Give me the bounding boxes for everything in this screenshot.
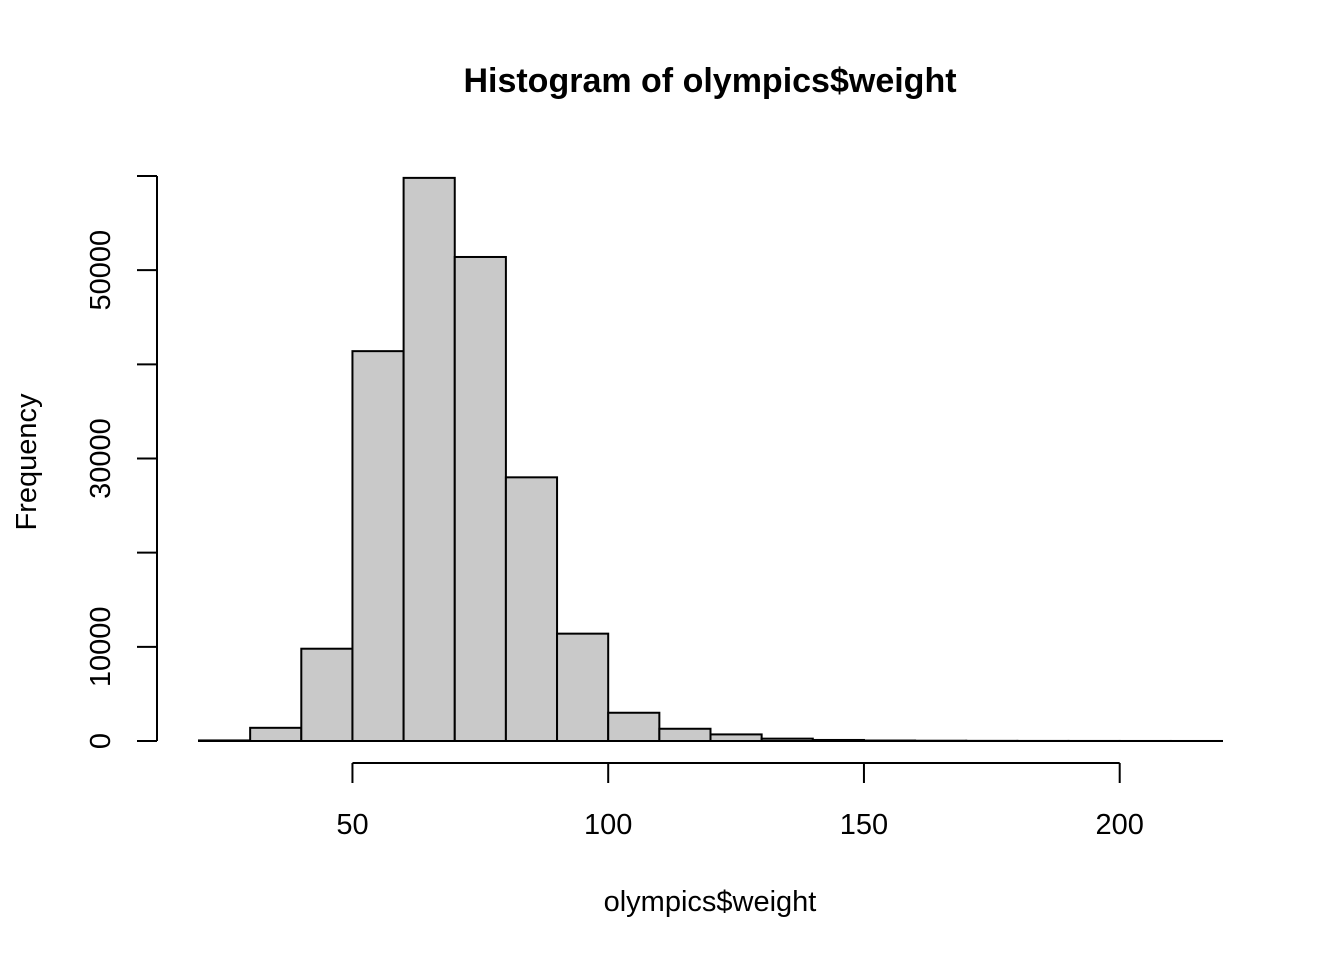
y-tick-label: 10000 xyxy=(85,607,117,688)
y-tick-label: 30000 xyxy=(85,418,117,499)
histogram-bar xyxy=(300,647,354,743)
histogram-bar xyxy=(556,632,610,743)
histogram-bar xyxy=(504,476,559,742)
x-tick-label: 200 xyxy=(1096,809,1144,841)
histogram-bar xyxy=(658,727,712,743)
y-tick-label: 0 xyxy=(85,733,117,749)
histogram-bar xyxy=(249,726,303,742)
x-tick-label: 50 xyxy=(336,809,368,841)
x-tick-label: 100 xyxy=(584,809,632,841)
y-axis-label: Frequency xyxy=(11,393,43,531)
histogram-bar xyxy=(453,255,507,742)
x-tick-label: 150 xyxy=(840,809,888,841)
chart-title: Histogram of olympics$weight xyxy=(463,62,956,100)
x-axis: 50 100 150 200 xyxy=(336,762,1144,841)
x-axis-label: olympics$weight xyxy=(604,886,817,918)
histogram-bar xyxy=(402,176,456,742)
y-axis: 0 10000 30000 50000 xyxy=(85,175,158,749)
bars-group xyxy=(198,176,1223,743)
y-tick-label: 50000 xyxy=(85,230,117,311)
histogram-bar xyxy=(351,350,405,742)
histogram-bar xyxy=(607,711,661,742)
